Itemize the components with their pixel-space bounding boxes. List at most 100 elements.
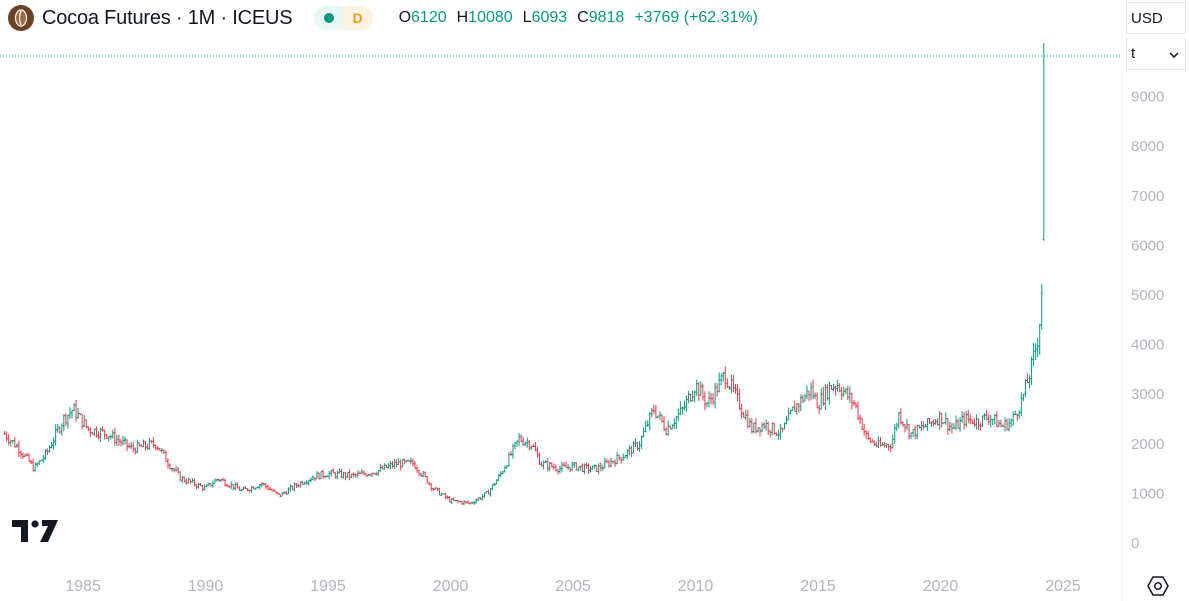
ohlc-bar [887,443,890,451]
ohlc-bar [66,414,70,429]
ohlc-values: O6120 H10080 L6093 C9818 +3769 (+62.31%) [399,9,758,27]
ohlc-bar [956,418,960,429]
ohlc-bar [389,460,392,470]
ohlc-bar [503,465,507,473]
ohlc-bar [844,388,847,394]
price-axis[interactable]: 0 1000 2000 3000 4000 5000 6000 7000 8000 9000 [1131,89,1164,552]
symbol-title[interactable]: Cocoa Futures · 1M · ICEUS [42,6,293,29]
change-value: +3769 (+62.31%) [634,9,758,26]
settings-icon[interactable] [1146,574,1170,598]
ohlc-bar [29,460,33,465]
ohlc-bar [826,384,829,401]
ohlc-bar [119,438,123,447]
ohlc-bar [187,477,190,484]
ohlc-bar [903,424,907,433]
ohlc-bar [213,478,217,484]
ohlc-bar [615,451,619,465]
ohlc-bar [123,436,127,445]
ohlc-bar [307,479,311,486]
ohlc-bar [748,418,752,428]
ohlc-bar [991,418,994,426]
ohlc-bar [622,453,625,461]
ohlc-bar [720,372,723,386]
ohlc-bar [544,460,547,463]
ohlc-bar [242,486,245,491]
ohlc-bar [797,402,801,413]
ohlc-bar [281,491,284,497]
ohlc-bar [491,483,494,490]
ohlc-bar [740,403,743,419]
ohlc-bar [495,479,498,485]
ohlc-bar [1009,418,1013,428]
ohlc-bar [944,412,948,425]
ohlc-bar [293,482,296,492]
ohlc-bar [728,385,731,391]
ohlc-bar [683,400,686,411]
ohlc-bar [152,437,155,448]
time-axis[interactable]: 1985 1990 1995 2000 2005 2010 2015 2020 2025 [65,578,1081,595]
ohlc-bar [181,475,184,484]
ohlc-bar [470,501,474,505]
ohlc-bar [17,441,21,457]
ohlc-bar [840,387,843,400]
ohlc-bar [46,448,49,456]
ohlc-bar [430,483,433,492]
ohlc-bar [799,394,803,412]
ohlc-bar [499,471,502,478]
ohlc-bar [313,477,317,482]
ohlc-bar [301,480,304,486]
ohlc-bar [742,411,745,418]
ohlc-bar [199,483,202,487]
ohlc-bar [481,494,484,501]
y-tick-label: 8000 [1131,138,1164,155]
market-status[interactable]: D [314,6,373,30]
x-tick-label: 2025 [1045,578,1081,595]
unit-select[interactable]: t [1126,38,1186,70]
ohlc-bar [534,441,537,452]
ohlc-bar [638,440,641,452]
ohlc-bar [142,439,145,448]
ohlc-bar [397,458,400,465]
ohlc-bar [487,489,490,495]
ohlc-bar [31,458,35,472]
ohlc-bar [440,492,443,497]
ohlc-bar [283,491,286,495]
tradingview-logo[interactable] [12,520,58,549]
ohlc-bar [129,442,133,449]
ohlc-bar [940,412,943,428]
y-tick-label: 3000 [1131,386,1164,403]
ohlc-bar [971,419,974,425]
ohlc-bar [393,458,396,470]
ohlc-bar [942,422,945,424]
ohlc-bar [468,502,472,505]
ohlc-bar [460,501,464,506]
ohlc-bar [195,483,198,490]
ohlc-bar [889,443,892,453]
market-open-dot [324,13,335,23]
ohlc-bar [575,461,578,471]
ohlc-bar [509,451,513,456]
ohlc-bar [668,425,672,430]
ohlc-bar [695,379,698,396]
ohlc-bar [21,452,25,459]
ohlc-bar [172,467,176,473]
ohlc-bar [717,372,721,393]
ohlc-bar [399,459,402,471]
ohlc-bar [562,462,566,467]
ohlc-bar [472,501,476,505]
ohlc-bar [36,462,39,468]
ohlc-bar [25,453,29,457]
ohlc-bar [62,413,66,432]
ohlc-bar [489,488,492,497]
ohlc-bar [724,366,727,390]
ohlc-bar [626,449,629,460]
ohlc-bar [38,460,41,465]
ohlc-bar [781,427,784,432]
ohlc-bar [687,390,690,404]
x-tick-label: 2010 [678,578,714,595]
ohlc-bar [822,387,825,406]
ohlc-bar [230,481,233,490]
ohlc-bar [262,482,266,487]
currency-select[interactable]: USD [1126,2,1186,34]
